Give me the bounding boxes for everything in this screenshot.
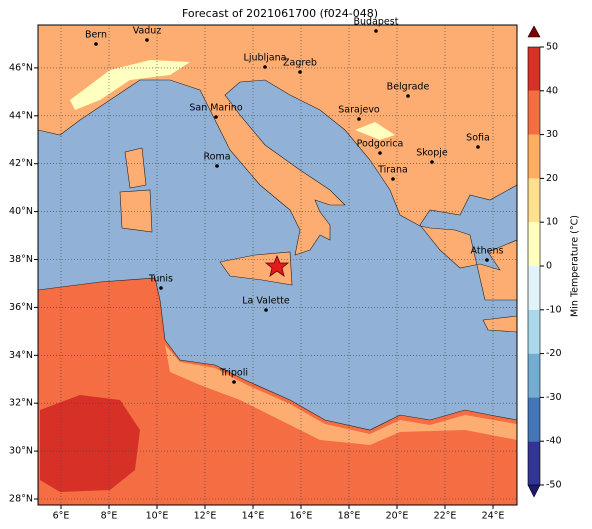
city-dot — [378, 151, 382, 155]
city-label: Vaduz — [133, 26, 162, 37]
colorbar-segment — [528, 222, 540, 266]
colorbar-segment — [528, 397, 540, 442]
colorbar-tick-label: -50 — [546, 480, 562, 491]
lat-tick-label: 38°N — [9, 254, 33, 265]
lat-tick-label: 42°N — [9, 158, 33, 169]
lon-tick-label: 14°E — [242, 511, 265, 522]
colorbar-segment — [528, 266, 540, 310]
map-title: Forecast of 2021061700 (f024-048) — [182, 7, 378, 20]
lon-tick-label: 16°E — [290, 511, 313, 522]
city-label: Podgorica — [357, 139, 404, 150]
city-dot — [263, 65, 267, 69]
city-label: Budapest — [354, 17, 399, 28]
colorbar-segment — [528, 441, 540, 485]
lat-tick-label: 36°N — [9, 302, 33, 313]
colorbar-segment — [528, 309, 540, 354]
colorbar: -50 -40 -30 -20 -10 0 10 20 30 40 50 — [527, 25, 562, 498]
city-label: Bern — [85, 30, 107, 41]
colorbar-segment — [528, 134, 540, 179]
city-dot — [214, 115, 218, 119]
lon-tick-label: 18°E — [338, 511, 361, 522]
city-label: Tripoli — [219, 368, 248, 379]
lon-tick-label: 20°E — [386, 511, 409, 522]
colorbar-label: Min Temperature (°C) — [570, 215, 581, 317]
city-dot — [485, 258, 489, 262]
colorbar-tick-label: 0 — [546, 261, 552, 272]
city-label: Skopje — [416, 148, 448, 159]
city-label: Belgrade — [387, 82, 430, 93]
map-area — [38, 25, 517, 505]
city-dot — [476, 145, 480, 149]
lat-tick-label: 46°N — [9, 62, 33, 73]
lat-tick-label: 44°N — [9, 110, 33, 121]
city-dot — [159, 286, 163, 290]
city-dot — [298, 70, 302, 74]
lon-tick-label: 12°E — [194, 511, 217, 522]
city-label: Athens — [471, 246, 504, 257]
colorbar-tick-label: 30 — [546, 129, 558, 140]
city-dot — [374, 29, 378, 33]
city-dot — [357, 117, 361, 121]
colorbar-segment — [528, 47, 540, 91]
colorbar-segment — [528, 90, 540, 135]
lon-tick-label: 6°E — [53, 511, 70, 522]
city-label: Tirana — [377, 165, 408, 176]
city-dot — [215, 164, 219, 168]
colorbar-tick-label: -40 — [546, 436, 562, 447]
colorbar-tick-label: -20 — [546, 348, 562, 359]
map-frame — [37, 24, 518, 506]
colorbar-tick-label: -10 — [546, 304, 562, 315]
lat-tick-label: 28°N — [9, 494, 33, 505]
colorbar-tick-label: 50 — [546, 42, 558, 53]
lat-tick-label: 32°N — [9, 398, 33, 409]
lon-tick-label: 10°E — [146, 511, 169, 522]
city-label: Sofia — [466, 133, 490, 144]
colorbar-tick-label: 10 — [546, 217, 558, 228]
city-label: Roma — [203, 152, 230, 163]
city-dot — [264, 308, 268, 312]
lon-tick-label: 8°E — [101, 511, 118, 522]
city-label: Tunis — [148, 274, 173, 285]
city-dot — [430, 160, 434, 164]
city-label: Sarajevo — [338, 105, 380, 116]
colorbar-tick-label: -30 — [546, 392, 562, 403]
city-dot — [391, 177, 395, 181]
city-label: Zagreb — [283, 58, 317, 69]
city-dot — [145, 38, 149, 42]
city-dot — [94, 42, 98, 46]
lat-tick-label: 34°N — [9, 350, 33, 361]
colorbar-tick-label: 20 — [546, 173, 558, 184]
forecast-point-star — [264, 254, 290, 277]
city-label: Ljubljana — [244, 53, 287, 64]
colorbar-segment — [528, 178, 540, 223]
lat-tick-label: 40°N — [9, 206, 33, 217]
lat-tick-label: 30°N — [9, 446, 33, 457]
city-dot — [232, 380, 236, 384]
colorbar-segment — [528, 353, 540, 398]
city-label: La Valette — [242, 296, 290, 307]
city-dot — [406, 94, 410, 98]
colorbar-tick-label: 40 — [546, 85, 558, 96]
city-label: San Marino — [189, 103, 242, 114]
lon-tick-label: 24°E — [482, 511, 505, 522]
lon-tick-label: 22°E — [434, 511, 457, 522]
